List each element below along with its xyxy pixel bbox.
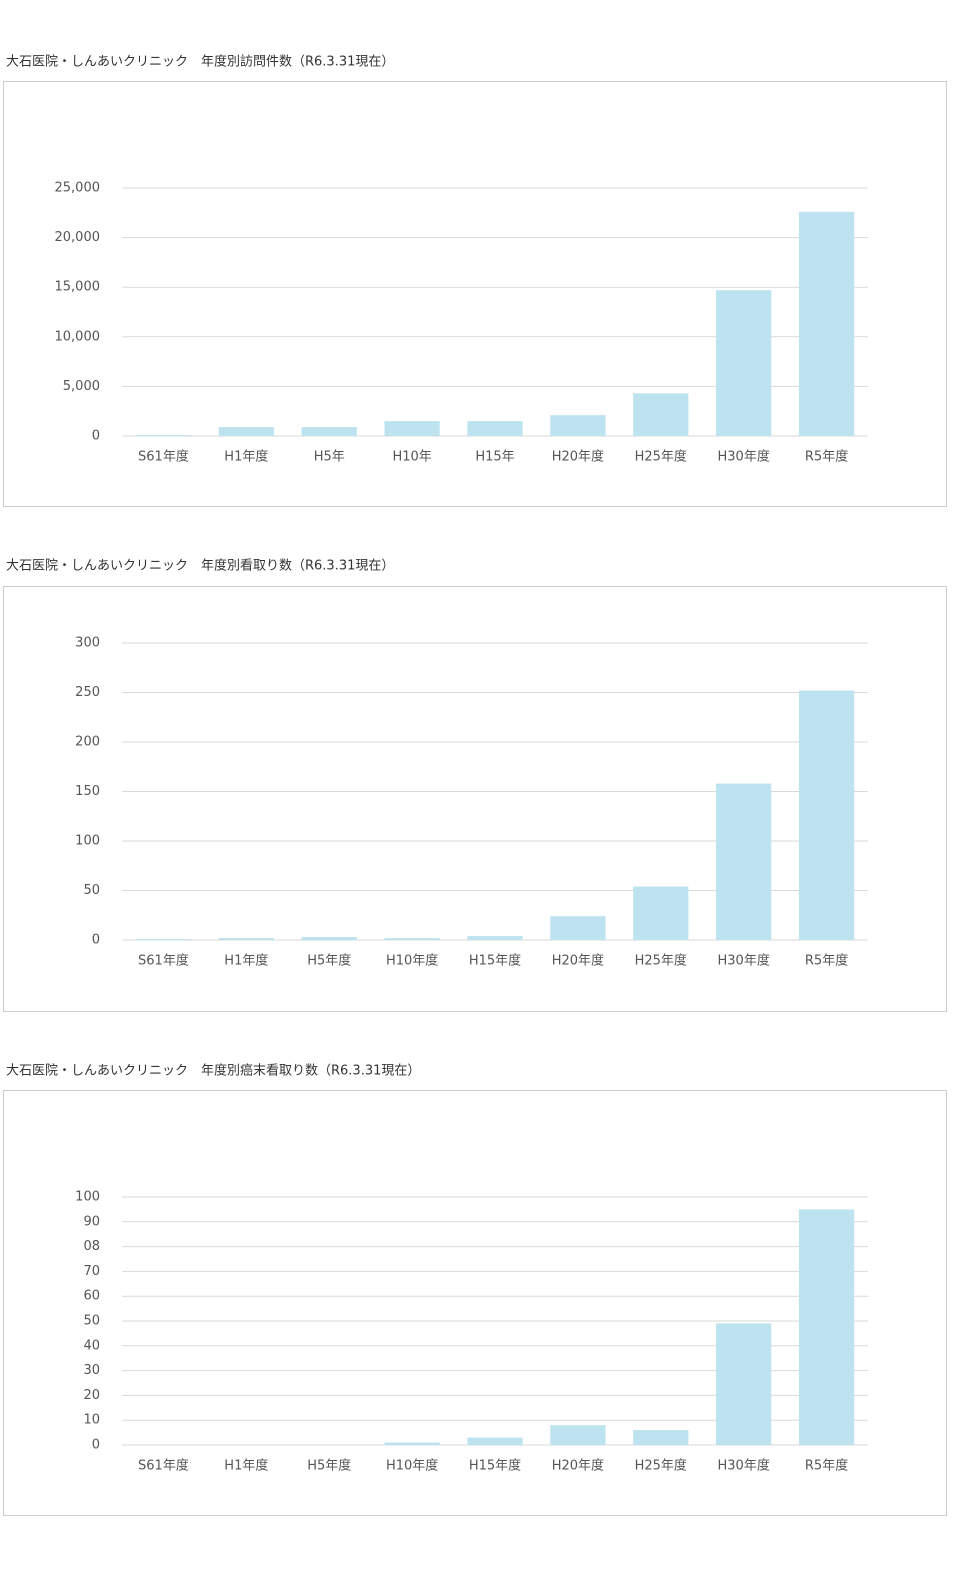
y-tick-label: 90 <box>83 1214 100 1229</box>
y-tick-label: 20 <box>83 1388 100 1403</box>
y-tick-label: 25,000 <box>55 181 101 196</box>
y-tick-label: 5,000 <box>63 379 100 394</box>
x-tick-label: H10年度 <box>386 1458 438 1474</box>
x-tick-label: H10年 <box>392 450 431 465</box>
y-tick-label: 15,000 <box>55 280 101 295</box>
x-tick-label: H20年度 <box>552 449 604 465</box>
x-tick-label: S61年度 <box>138 449 189 465</box>
chart-frame <box>3 1090 947 1516</box>
y-tick-label: 10,000 <box>55 329 101 344</box>
y-tick-label: 60 <box>83 1289 100 1304</box>
y-tick-label: 250 <box>75 685 100 700</box>
chart-title: 大石医院・しんあいクリニック 年度別癌末看取り数（R6.3.31現在） <box>6 1063 420 1079</box>
bar <box>218 938 274 940</box>
x-tick-label: H30年度 <box>718 953 770 969</box>
bar <box>716 1323 772 1445</box>
bar <box>798 211 855 436</box>
x-tick-label: H20年度 <box>552 1458 604 1474</box>
bar <box>550 415 606 436</box>
x-tick-label: H30年度 <box>718 1458 770 1474</box>
x-tick-label: H5年度 <box>307 953 351 969</box>
y-tick-label: 100 <box>75 1190 100 1205</box>
chart-frame <box>3 586 947 1012</box>
bar <box>467 1437 523 1445</box>
chart-title: 大石医院・しんあいクリニック 年度別訪問件数（R6.3.31現在） <box>6 54 394 70</box>
chart-frame <box>3 81 947 507</box>
x-tick-label: H1年度 <box>224 449 268 465</box>
bar <box>301 427 357 436</box>
x-tick-label: S61年度 <box>138 1458 189 1474</box>
y-tick-label: 0 <box>92 933 100 948</box>
x-tick-label: H1年度 <box>224 1458 268 1474</box>
y-tick-label: 10 <box>83 1413 100 1428</box>
bar <box>798 690 855 940</box>
x-tick-label: H15年度 <box>469 953 521 969</box>
y-tick-label: 300 <box>75 636 100 651</box>
bar <box>716 783 772 940</box>
x-tick-label: H5年 <box>314 450 345 465</box>
bar <box>135 939 192 940</box>
bar <box>384 1442 440 1445</box>
bar <box>798 1209 855 1445</box>
bar <box>633 1430 689 1445</box>
y-tick-label: 200 <box>75 735 100 750</box>
x-tick-label: H25年度 <box>635 953 687 969</box>
bar <box>633 393 689 436</box>
bar <box>550 1425 606 1445</box>
bar <box>550 916 606 940</box>
bar <box>384 421 440 436</box>
x-tick-label: H25年度 <box>635 449 687 465</box>
x-tick-label: H1年度 <box>224 953 268 969</box>
x-tick-label: H30年度 <box>718 449 770 465</box>
bar <box>301 937 357 940</box>
y-tick-label: 100 <box>75 834 100 849</box>
bar <box>716 290 772 436</box>
x-tick-label: S61年度 <box>138 953 189 969</box>
bar <box>135 435 192 436</box>
y-tick-label: 50 <box>83 1314 100 1329</box>
y-tick-label: 40 <box>83 1338 100 1353</box>
x-tick-label: R5年度 <box>805 1458 848 1474</box>
y-tick-label: 70 <box>83 1264 100 1279</box>
y-tick-label: 20,000 <box>55 230 101 245</box>
x-tick-label: R5年度 <box>805 449 848 465</box>
chart-title: 大石医院・しんあいクリニック 年度別看取り数（R6.3.31現在） <box>6 558 394 574</box>
x-tick-label: H15年度 <box>469 1458 521 1474</box>
y-tick-label: 150 <box>75 784 100 799</box>
bar <box>384 938 440 940</box>
y-tick-label: 30 <box>83 1363 100 1378</box>
bar <box>467 936 523 940</box>
x-tick-label: R5年度 <box>805 953 848 969</box>
x-tick-label: H25年度 <box>635 1458 687 1474</box>
x-tick-label: H5年度 <box>307 1458 351 1474</box>
y-tick-label: 0 <box>92 429 100 444</box>
x-tick-label: H20年度 <box>552 953 604 969</box>
x-tick-label: H15年 <box>475 450 514 465</box>
bar <box>467 421 523 436</box>
x-tick-label: H10年度 <box>386 953 438 969</box>
bar <box>218 427 274 436</box>
bar <box>633 886 689 940</box>
y-tick-label: 0 <box>92 1438 100 1453</box>
y-tick-label: 08 <box>83 1239 100 1254</box>
y-tick-label: 50 <box>83 883 100 898</box>
